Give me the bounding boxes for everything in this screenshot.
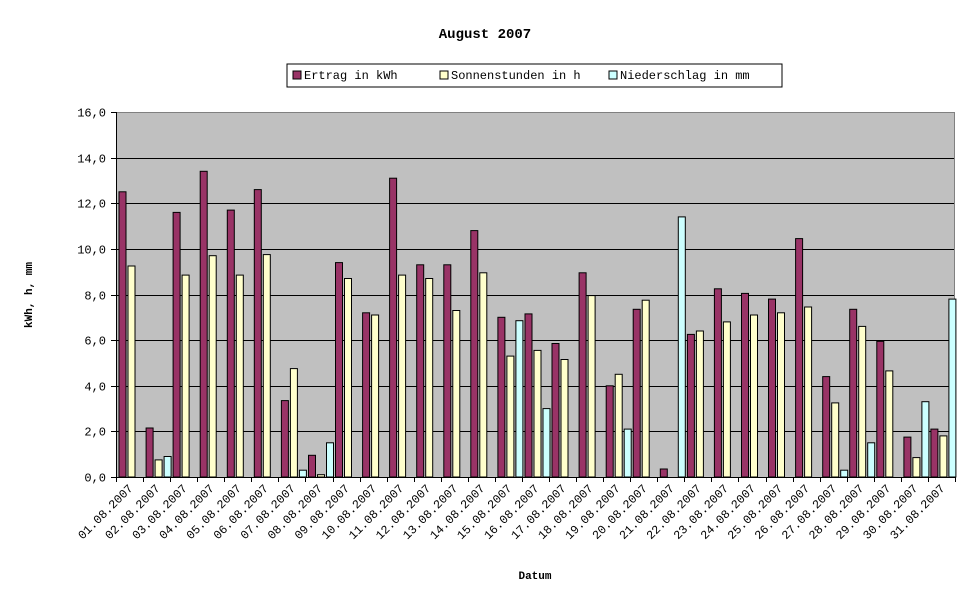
y-tick-label: 8,0 <box>84 290 106 304</box>
y-tick-label: 2,0 <box>84 426 106 440</box>
bar-ertrag-in-kwh <box>335 262 343 478</box>
bar-niederschlag-in-mm <box>326 442 334 478</box>
legend-swatch <box>608 70 618 80</box>
bar-ertrag-in-kwh <box>822 376 831 478</box>
bar-niederschlag-in-mm <box>840 469 849 478</box>
bar-ertrag-in-kwh <box>470 230 479 478</box>
bar-niederschlag-in-mm <box>298 469 307 478</box>
bar-ertrag-in-kwh <box>416 264 425 478</box>
y-tick-label: 4,0 <box>84 381 106 395</box>
bar-niederschlag-in-mm <box>867 442 876 478</box>
legend-swatch <box>292 70 302 80</box>
x-axis: 01.08.200702.08.200703.08.200704.08.2007… <box>76 477 956 543</box>
bar-sonnenstunden-in-h <box>912 457 921 478</box>
bar-sonnenstunden-in-h <box>641 299 650 478</box>
bar-sonnenstunden-in-h <box>560 359 569 478</box>
bar-sonnenstunden-in-h <box>777 312 785 478</box>
legend-label: Ertrag in kWh <box>304 69 398 83</box>
bar-ertrag-in-kwh <box>632 308 641 478</box>
bar-sonnenstunden-in-h <box>750 314 758 478</box>
bar-ertrag-in-kwh <box>930 428 939 478</box>
bar-niederschlag-in-mm <box>921 401 930 478</box>
y-tick-label: 10,0 <box>77 244 106 258</box>
y-axis: 0,0 2,0 4,0 6,0 8,0 10,0 12,0 14,0 16,0 <box>77 107 117 486</box>
bar-sonnenstunden-in-h <box>831 402 840 478</box>
bar-sonnenstunden-in-h <box>695 330 704 478</box>
bar-ertrag-in-kwh <box>443 264 452 478</box>
bar-ertrag-in-kwh <box>280 400 289 478</box>
bar-ertrag-in-kwh <box>768 298 776 478</box>
bar-sonnenstunden-in-h <box>506 355 515 478</box>
bar-niederschlag-in-mm <box>677 216 686 478</box>
y-tick-label: 16,0 <box>77 107 106 121</box>
y-tick-label: 12,0 <box>77 198 106 212</box>
x-axis-title: Datum <box>518 571 551 583</box>
bar-ertrag-in-kwh <box>497 316 506 478</box>
bar-sonnenstunden-in-h <box>127 265 136 478</box>
bar-sonnenstunden-in-h <box>587 295 596 478</box>
legend-swatch <box>439 70 449 80</box>
bar-sonnenstunden-in-h <box>398 274 407 478</box>
bar-sonnenstunden-in-h <box>344 278 352 478</box>
bar-niederschlag-in-mm <box>542 408 551 478</box>
bar-sonnenstunden-in-h <box>722 321 731 478</box>
bar-sonnenstunden-in-h <box>939 435 948 478</box>
bar-sonnenstunden-in-h <box>885 370 894 478</box>
bar-sonnenstunden-in-h <box>262 254 271 478</box>
bar-ertrag-in-kwh <box>795 238 804 478</box>
bar-ertrag-in-kwh <box>849 308 858 478</box>
bar-sonnenstunden-in-h <box>208 255 217 478</box>
bar-ertrag-in-kwh <box>145 427 154 478</box>
bar-ertrag-in-kwh <box>578 272 587 478</box>
bar-niederschlag-in-mm <box>623 428 632 478</box>
bar-ertrag-in-kwh <box>524 313 533 478</box>
bar-sonnenstunden-in-h <box>452 310 461 478</box>
bar-ertrag-in-kwh <box>172 211 181 478</box>
bar-ertrag-in-kwh <box>713 288 722 478</box>
legend: Ertrag in kWh Sonnenstunden in h Niedersch… <box>286 63 783 88</box>
bar-sonnenstunden-in-h <box>154 459 163 478</box>
y-tick-label: 6,0 <box>84 335 106 349</box>
y-axis-title: kWh, h, mm <box>24 262 36 328</box>
bar-ertrag-in-kwh <box>389 177 398 478</box>
bar-ertrag-in-kwh <box>903 436 912 478</box>
bar-ertrag-in-kwh <box>362 312 371 478</box>
legend-label: Niederschlag in mm <box>620 69 750 83</box>
bar-ertrag-in-kwh <box>659 468 668 478</box>
bar-ertrag-in-kwh <box>686 333 695 478</box>
bar-ertrag-in-kwh <box>876 340 885 478</box>
bar-ertrag-in-kwh <box>118 191 127 478</box>
bar-ertrag-in-kwh <box>253 189 262 478</box>
y-tick-label: 14,0 <box>77 153 106 167</box>
bar-ertrag-in-kwh <box>605 385 614 478</box>
bar-sonnenstunden-in-h <box>181 274 190 478</box>
chart-title: August 2007 <box>439 27 531 43</box>
bar-sonnenstunden-in-h <box>289 368 298 478</box>
bar-sonnenstunden-in-h <box>235 274 244 478</box>
bar-sonnenstunden-in-h <box>533 349 542 478</box>
bar-ertrag-in-kwh <box>226 209 235 478</box>
legend-box <box>286 63 783 88</box>
bar-niederschlag-in-mm <box>515 320 524 478</box>
bar-sonnenstunden-in-h <box>479 272 488 478</box>
y-tick-label: 0,0 <box>84 472 106 486</box>
bar-sonnenstunden-in-h <box>425 278 434 478</box>
legend-label: Sonnenstunden in h <box>451 69 581 83</box>
bar-sonnenstunden-in-h <box>614 373 623 478</box>
bar-sonnenstunden-in-h <box>371 314 380 478</box>
bar-sonnenstunden-in-h <box>317 474 325 478</box>
bar-niederschlag-in-mm <box>948 298 957 478</box>
bar-ertrag-in-kwh <box>551 343 560 478</box>
bar-sonnenstunden-in-h <box>858 325 867 478</box>
bar-ertrag-in-kwh <box>741 292 749 478</box>
bar-sonnenstunden-in-h <box>804 306 813 478</box>
bar-ertrag-in-kwh <box>308 454 316 478</box>
bar-ertrag-in-kwh <box>199 170 208 478</box>
bar-niederschlag-in-mm <box>163 456 172 478</box>
